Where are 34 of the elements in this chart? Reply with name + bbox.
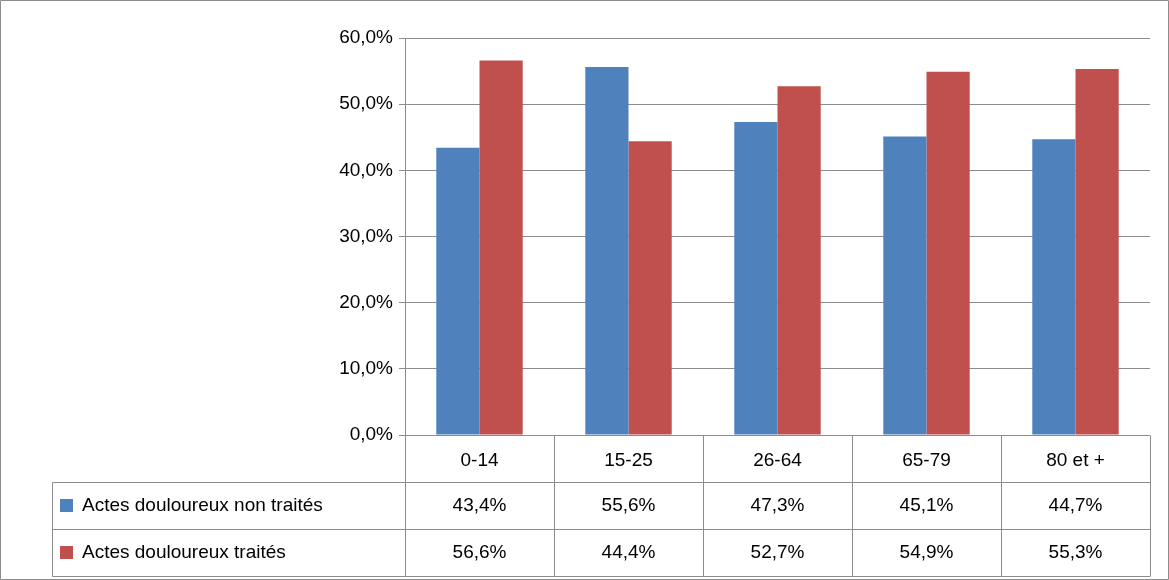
bar	[777, 86, 821, 435]
data-label: 44,4%	[601, 541, 656, 563]
data-label: 45,1%	[899, 494, 954, 516]
bar	[436, 147, 480, 435]
data-label: 44,7%	[1048, 494, 1103, 516]
data-label: 43,4%	[452, 494, 507, 516]
bar	[1032, 139, 1076, 435]
x-tick-label: 15-25	[604, 448, 653, 470]
x-tick-label: 26-64	[753, 448, 803, 470]
data-label: 56,6%	[452, 541, 507, 563]
data-label: 55,3%	[1048, 541, 1103, 563]
y-tick-label: 0,0%	[349, 423, 394, 445]
legend-label: Actes douloureux traités	[82, 541, 286, 563]
y-tick-label: 50,0%	[339, 92, 394, 114]
y-tick-label: 30,0%	[339, 224, 394, 246]
x-tick-label: 65-79	[902, 448, 951, 470]
y-tick-label: 10,0%	[339, 357, 394, 379]
y-tick-label: 40,0%	[339, 158, 394, 180]
x-tick-label: 80 et +	[1046, 448, 1105, 470]
y-tick-label: 20,0%	[339, 290, 394, 312]
bar	[1075, 69, 1119, 435]
legend-label: Actes douloureux non traités	[82, 494, 323, 516]
data-label: 54,9%	[899, 541, 954, 563]
x-tick-label: 0-14	[460, 448, 499, 470]
data-label: 55,6%	[601, 494, 656, 516]
bar	[585, 67, 629, 435]
data-label: 47,3%	[750, 494, 805, 516]
bar	[734, 122, 778, 435]
y-tick-label: 60,0%	[339, 26, 394, 48]
bar	[479, 60, 523, 435]
data-label: 52,7%	[750, 541, 805, 563]
bar	[926, 71, 970, 435]
bar	[883, 136, 927, 435]
bar	[628, 141, 672, 435]
